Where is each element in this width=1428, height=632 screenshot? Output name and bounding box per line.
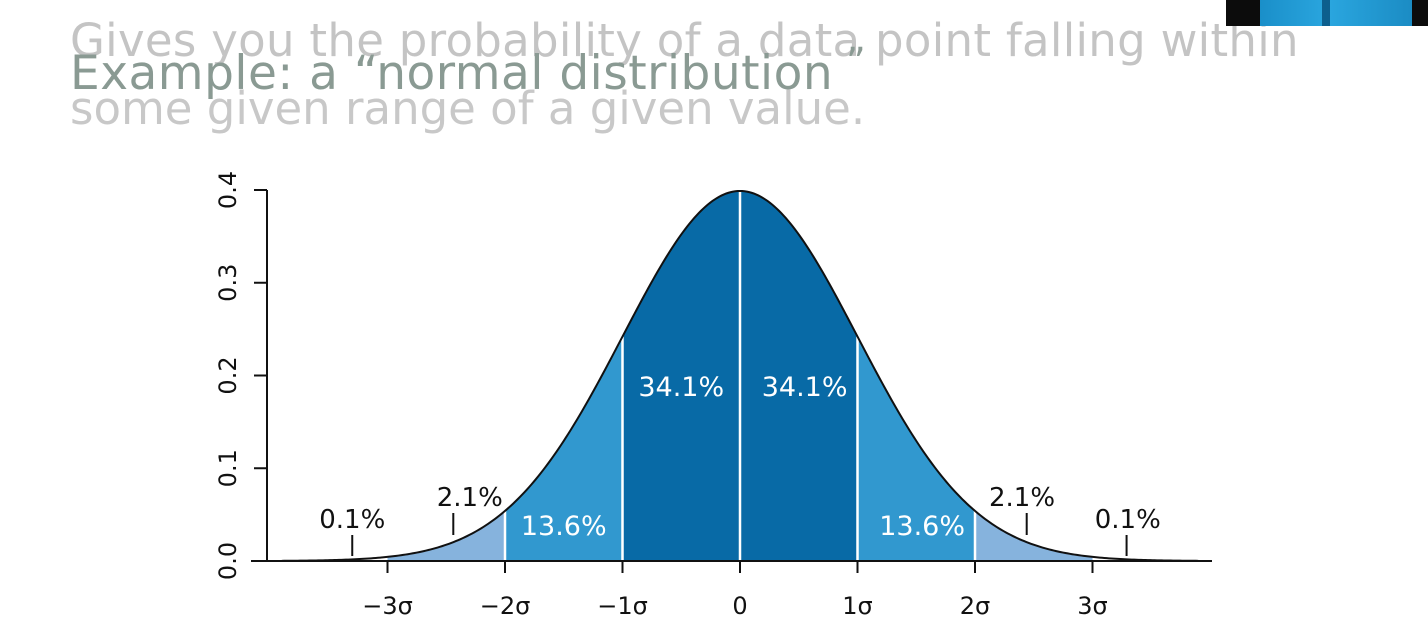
ghost-previous-text-line-2: some given range of a given value. — [70, 82, 866, 135]
x-tick-label-0: −3σ — [362, 592, 413, 620]
percent-label-tail-right: 0.1% — [1095, 505, 1161, 535]
ghost-previous-text-line-1: Gives you the probability of a data poin… — [70, 14, 1299, 67]
chart-axes — [251, 189, 1212, 573]
percent-label-band-1: 13.6% — [521, 511, 607, 542]
y-tick-label-3: 0.3 — [214, 264, 242, 302]
y-tick-label-0: 0.0 — [214, 542, 242, 580]
y-tick-label-2: 0.2 — [214, 356, 242, 394]
percent-label-band-0: 2.1% — [437, 483, 503, 513]
slide-title-close-quote: ” — [846, 40, 866, 84]
y-tick-label-4: 0.4 — [214, 171, 242, 209]
percent-label-band-4: 13.6% — [879, 511, 965, 542]
slide-title: Example: a “normal distribution — [70, 46, 834, 101]
x-tick-label-3: 0 — [732, 592, 747, 620]
percent-label-band-5: 2.1% — [989, 483, 1055, 513]
density-curve — [281, 189, 1199, 562]
band-5 — [975, 510, 1093, 561]
presenter-collar — [1322, 0, 1330, 26]
chart-labels: 0.0 0.1 0.2 0.3 0.4 −3σ −2σ −1σ 0 1σ 2σ 3σ 13.6% 34.1… — [214, 171, 1161, 620]
band-0 — [387, 510, 505, 561]
x-tick-label-6: 3σ — [1077, 592, 1107, 620]
sigma-dividers — [503, 190, 977, 561]
percent-label-band-2: 34.1% — [638, 372, 724, 403]
presenter-webcam-thumbnail — [1226, 0, 1428, 26]
x-tick-label-4: 1σ — [842, 592, 872, 620]
x-tick-label-1: −2σ — [480, 592, 531, 620]
percent-label-tail-left: 0.1% — [319, 505, 385, 535]
x-tick-label-2: −1σ — [597, 592, 648, 620]
x-tick-label-5: 2σ — [960, 592, 990, 620]
presenter-shirt — [1260, 0, 1412, 26]
y-tick-label-1: 0.1 — [214, 449, 242, 487]
percent-label-band-3: 34.1% — [762, 372, 848, 403]
